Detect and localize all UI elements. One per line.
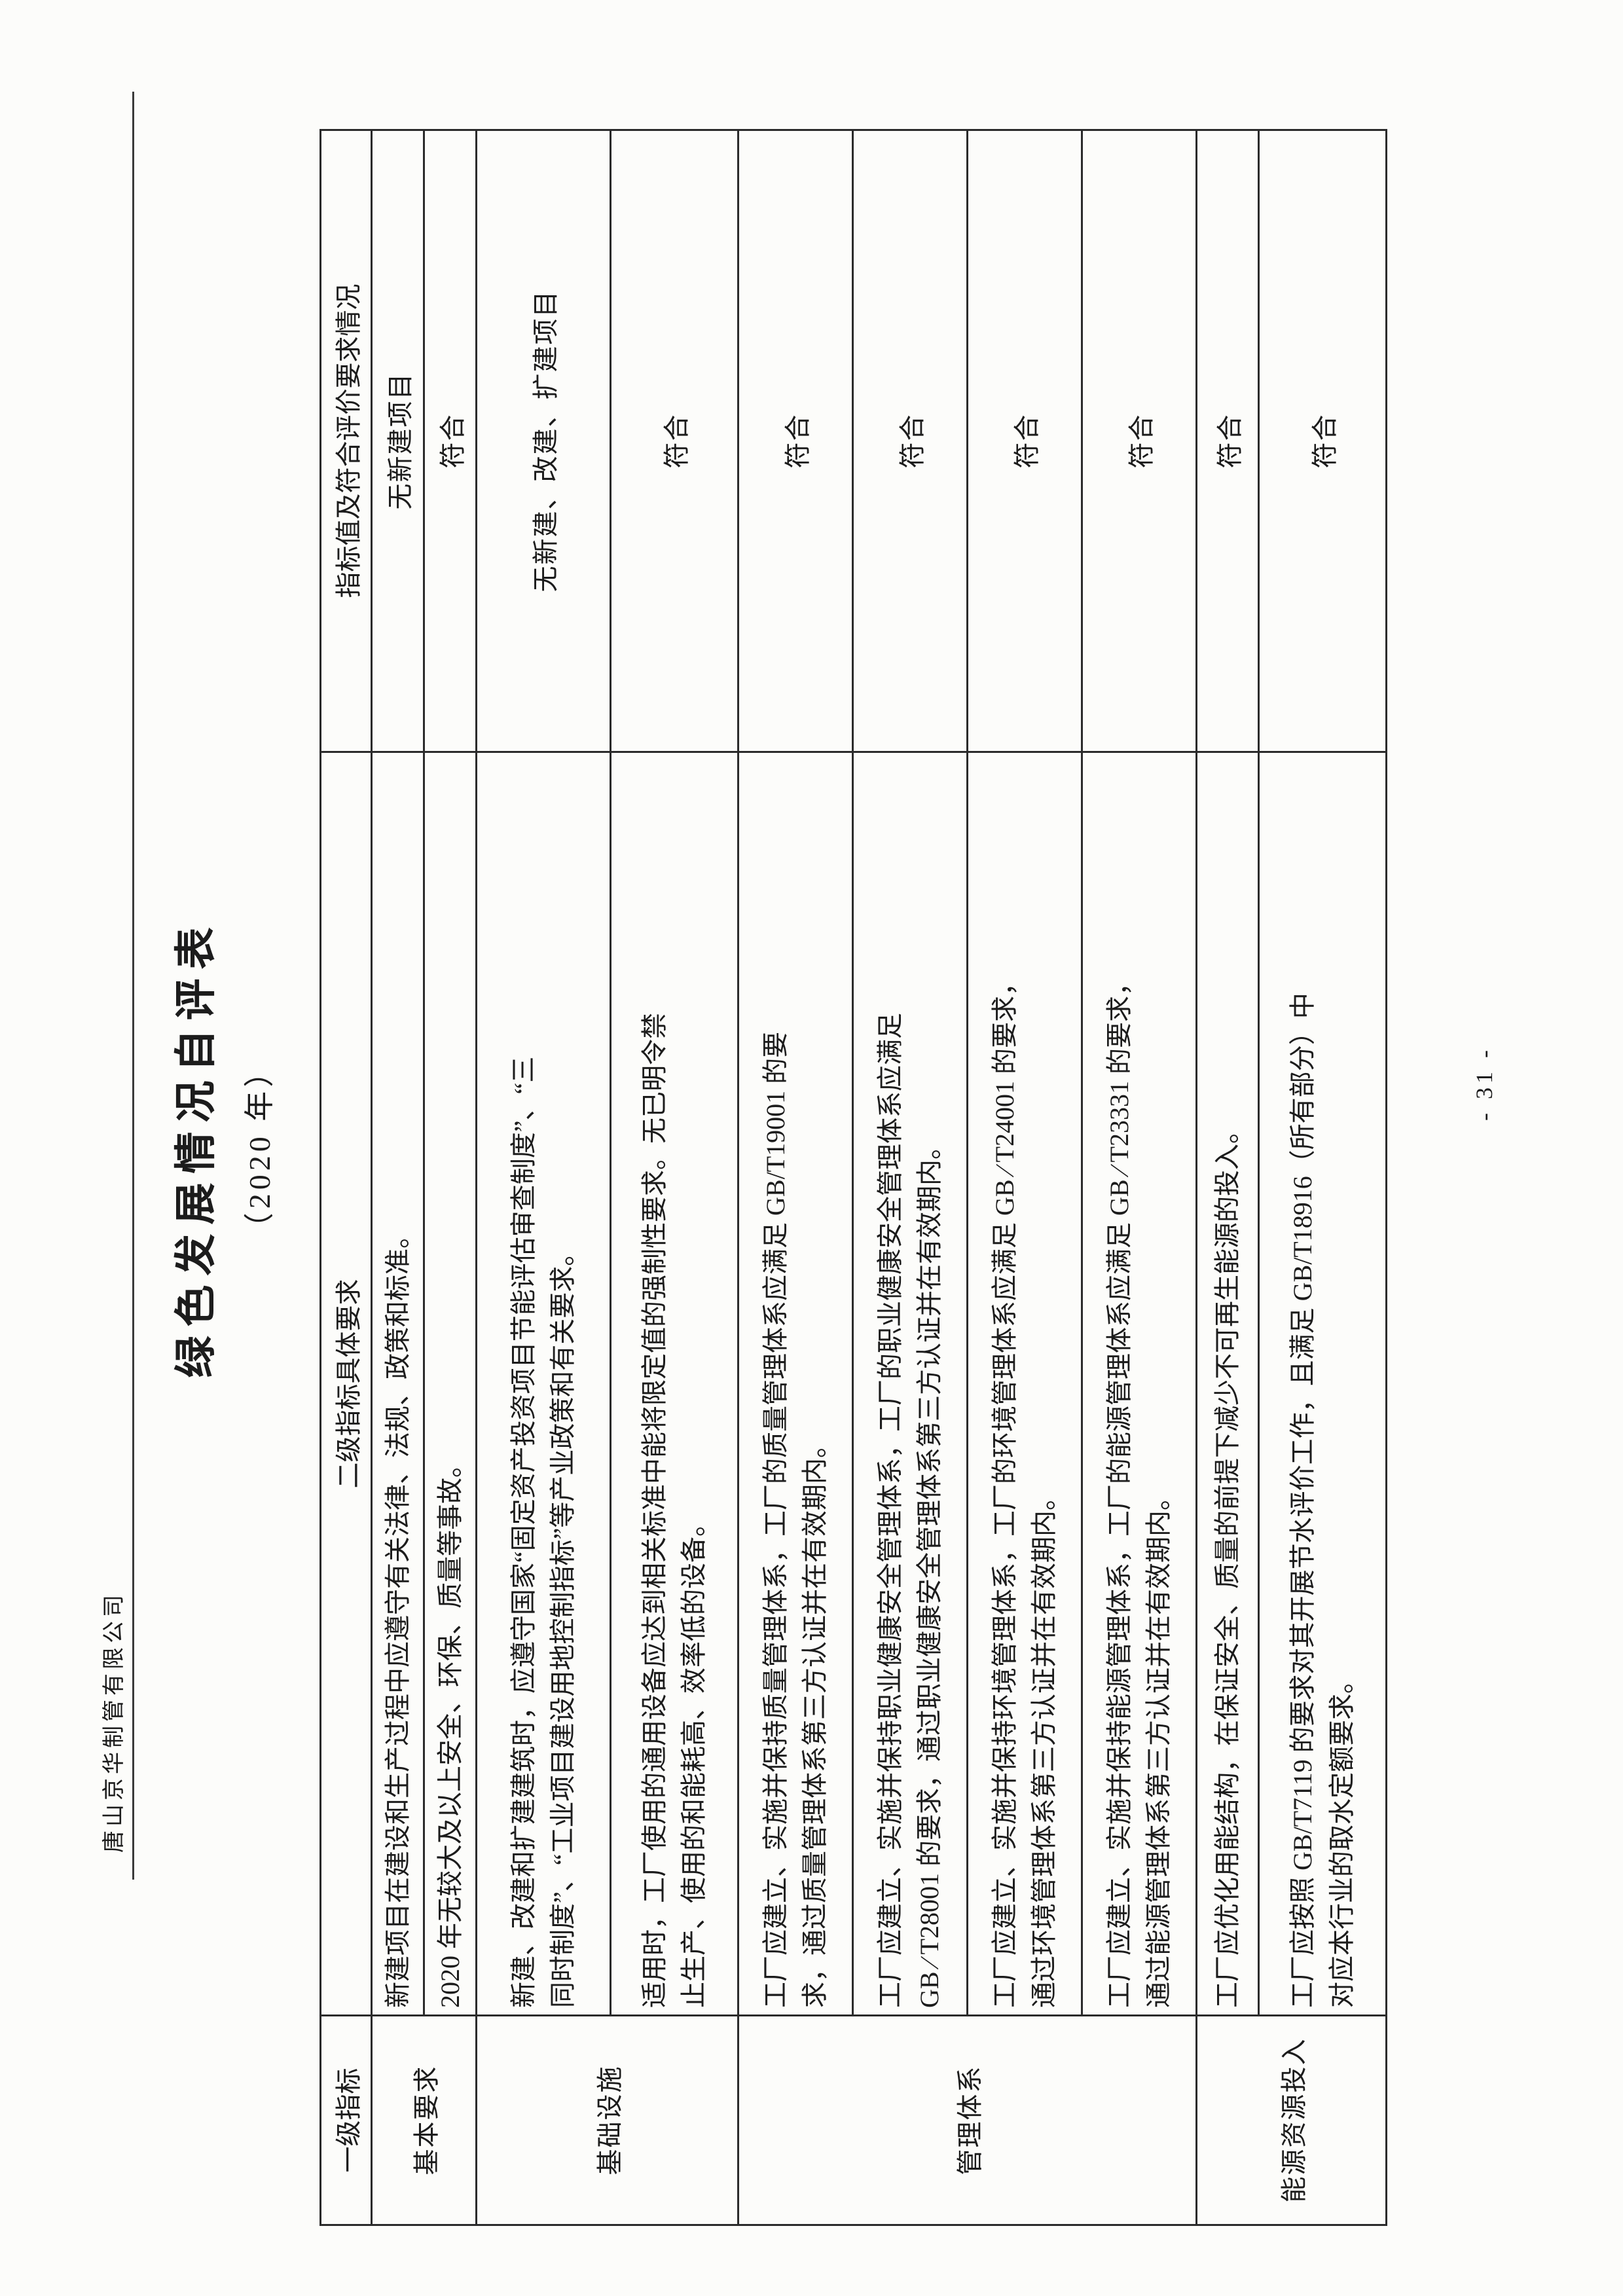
status-value: 无新建、改建、扩建项目 <box>476 130 611 752</box>
document-subtitle: （2020 年） <box>243 1053 276 1243</box>
table-row: 工厂应建立、实施并保持职业健康安全管理体系，工厂的职业健康安全管理体系应满足 G… <box>852 130 968 2225</box>
table-row: 工厂应建立、实施并保持能源管理体系，工厂的能源管理体系应满足 GB ∕ T233… <box>1082 130 1197 2225</box>
table-row: 管理体系 工厂应建立、实施并保持质量管理体系，工厂的质量管理体系应满足 GB/T… <box>738 130 1197 2225</box>
requirement-text: 工厂应优化用能结构，在保证安全、质量的前提下减少不可再生能源的投入。 <box>1196 752 1259 2016</box>
company-name: 唐山京华制管有限公司 <box>102 1591 126 1853</box>
status-value: 符合 <box>1258 130 1387 752</box>
self-assessment-table: 一级指标 二级指标具体要求 指标值及符合评价要求情况 基本要求 新建项目在建设和… <box>319 129 1387 2226</box>
requirement-text: 新建项目在建设和生产过程中应遵守有关法律、法规、政策和标准。 <box>371 752 424 2016</box>
col-header-level1: 一级指标 <box>320 2015 372 2225</box>
status-value: 符合 <box>424 130 477 752</box>
requirement-text: 工厂应建立、实施并保持职业健康安全管理体系，工厂的职业健康安全管理体系应满足 G… <box>852 752 968 2016</box>
row-group-label-basic: 基本要求 <box>371 2015 477 2225</box>
requirement-text: 新建、改建和扩建建筑时，应遵守国家“固定资产投资项目节能评估审查制度”、“三 同… <box>476 752 611 2016</box>
title-block: 绿色发展情况自评表 （2020 年） <box>162 0 279 2296</box>
row-group-label-infrastructure: 基础设施 <box>476 2015 739 2225</box>
table-header-row: 一级指标 二级指标具体要求 指标值及符合评价要求情况 <box>320 130 372 2225</box>
table-row: 基本要求 新建项目在建设和生产过程中应遵守有关法律、法规、政策和标准。 无新建项… <box>371 130 477 2225</box>
col-header-level2: 二级指标具体要求 <box>320 752 372 2016</box>
table-row: 适用时，工厂使用的通用设备应达到相关标准中能将限定值的强制性要求。无已明令禁 止… <box>610 130 739 2225</box>
requirement-text: 工厂应建立、实施并保持能源管理体系，工厂的能源管理体系应满足 GB ∕ T233… <box>1082 752 1197 2016</box>
table-row: 能源资源投入 工厂应优化用能结构，在保证安全、质量的前提下减少不可再生能源的投入… <box>1196 130 1387 2225</box>
page-number: - 31 - <box>1471 1046 1497 1121</box>
status-value: 符合 <box>1196 130 1259 752</box>
table-row: 基础设施 新建、改建和扩建建筑时，应遵守国家“固定资产投资项目节能评估审查制度”… <box>476 130 739 2225</box>
status-value: 符合 <box>852 130 968 752</box>
requirement-text: 2020 年无较大及以上安全、环保、质量等事故。 <box>424 752 477 2016</box>
table-row: 工厂应按照 GB/T7119 的要求对其开展节水评价工作，且满足 GB/T189… <box>1258 130 1387 2225</box>
requirement-text: 工厂应按照 GB/T7119 的要求对其开展节水评价工作，且满足 GB/T189… <box>1258 752 1387 2016</box>
requirement-text: 工厂应建立、实施并保持质量管理体系，工厂的质量管理体系应满足 GB/T19001… <box>738 752 853 2016</box>
status-value: 无新建项目 <box>371 130 424 752</box>
col-header-status: 指标值及符合评价要求情况 <box>320 130 372 752</box>
document-title: 绿色发展情况自评表 <box>173 918 219 1378</box>
status-value: 符合 <box>1082 130 1197 752</box>
table-row: 2020 年无较大及以上安全、环保、质量等事故。 符合 <box>424 130 477 2225</box>
status-value: 符合 <box>610 130 739 752</box>
header-rule <box>132 92 134 1880</box>
row-group-label-energy-input: 能源资源投入 <box>1196 2015 1387 2225</box>
row-group-label-management: 管理体系 <box>738 2015 1197 2225</box>
status-value: 符合 <box>738 130 853 752</box>
table-row: 工厂应建立、实施并保持环境管理体系，工厂的环境管理体系应满足 GB ∕ T240… <box>967 130 1082 2225</box>
requirement-text: 适用时，工厂使用的通用设备应达到相关标准中能将限定值的强制性要求。无已明令禁 止… <box>610 752 739 2016</box>
status-value: 符合 <box>967 130 1082 752</box>
requirement-text: 工厂应建立、实施并保持环境管理体系，工厂的环境管理体系应满足 GB ∕ T240… <box>967 752 1082 2016</box>
